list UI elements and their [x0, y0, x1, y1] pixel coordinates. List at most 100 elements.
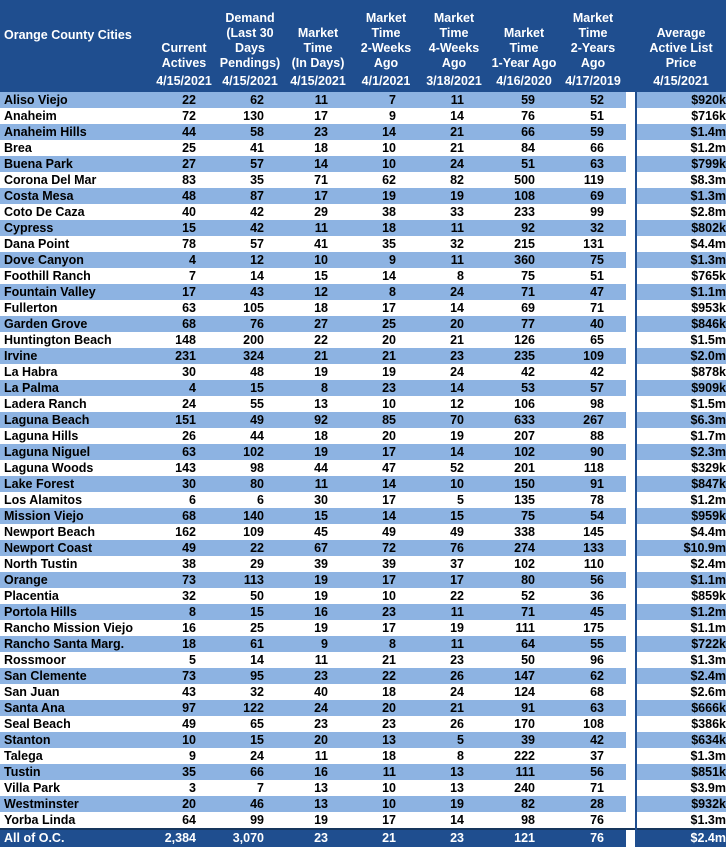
price-cell: $1.3m	[635, 188, 726, 204]
market-time-cell: 44	[284, 460, 352, 476]
price-cell: $920k	[635, 92, 726, 108]
actives-cell: 27	[152, 156, 216, 172]
four-weeks-cell: 20	[420, 316, 488, 332]
two-weeks-cell: 7	[352, 92, 420, 108]
two-years-cell: 52	[560, 92, 626, 108]
market-time-cell: 67	[284, 540, 352, 556]
city-cell: Stanton	[0, 732, 152, 748]
gap-cell	[626, 476, 636, 492]
actives-cell: 17	[152, 284, 216, 300]
actives-cell: 44	[152, 124, 216, 140]
table-row: Seal Beach 49 65 23 23 26 170 108 $386k	[0, 716, 726, 732]
four-weeks-cell: 14	[420, 300, 488, 316]
one-year-cell: 233	[488, 204, 560, 220]
two-years-cell: 62	[560, 668, 626, 684]
date-actives: 4/15/2021	[152, 71, 216, 92]
city-cell: Laguna Beach	[0, 412, 152, 428]
demand-cell: 61	[216, 636, 284, 652]
price-cell: $846k	[635, 316, 726, 332]
city-cell: Rancho Santa Marg.	[0, 636, 152, 652]
one-year-cell: 126	[488, 332, 560, 348]
market-time-cell: 30	[284, 492, 352, 508]
one-year-cell: 274	[488, 540, 560, 556]
four-weeks-cell: 19	[420, 620, 488, 636]
two-years-cell: 59	[560, 124, 626, 140]
table-row: San Juan 43 32 40 18 24 124 68 $2.6m	[0, 684, 726, 700]
two-years-cell: 65	[560, 332, 626, 348]
four-weeks-cell: 23	[420, 348, 488, 364]
actives-cell: 16	[152, 620, 216, 636]
four-weeks-cell: 24	[420, 156, 488, 172]
four-weeks-cell: 13	[420, 780, 488, 796]
actives-cell: 151	[152, 412, 216, 428]
table-row: Irvine 231 324 21 21 23 235 109 $2.0m	[0, 348, 726, 364]
actives-cell: 2,384	[152, 828, 216, 847]
column-header-row: Orange County Cities Current Actives Dema…	[0, 0, 726, 71]
gap-cell	[626, 540, 636, 556]
city-cell: Cypress	[0, 220, 152, 236]
four-weeks-cell: 21	[420, 140, 488, 156]
four-weeks-cell: 37	[420, 556, 488, 572]
table-row: Los Alamitos 6 6 30 17 5 135 78 $1.2m	[0, 492, 726, 508]
table-row: Corona Del Mar 83 35 71 62 82 500 119 $8.3m	[0, 172, 726, 188]
two-years-cell: 110	[560, 556, 626, 572]
market-time-cell: 19	[284, 444, 352, 460]
price-cell: $2.3m	[635, 444, 726, 460]
city-cell: San Clemente	[0, 668, 152, 684]
header-line: Average	[656, 26, 706, 40]
two-weeks-cell: 21	[352, 652, 420, 668]
city-cell: Seal Beach	[0, 716, 152, 732]
two-years-cell: 66	[560, 140, 626, 156]
city-cell: Garden Grove	[0, 316, 152, 332]
gap-cell	[626, 796, 636, 812]
actives-cell: 30	[152, 364, 216, 380]
two-weeks-cell: 23	[352, 380, 420, 396]
demand-cell: 57	[216, 156, 284, 172]
two-weeks-cell: 8	[352, 284, 420, 300]
city-cell: Newport Beach	[0, 524, 152, 540]
header-line: 1-Year Ago	[491, 56, 557, 70]
header-line: Market	[365, 11, 407, 25]
two-years-cell: 28	[560, 796, 626, 812]
gap-cell	[626, 332, 636, 348]
one-year-cell: 91	[488, 700, 560, 716]
two-weeks-cell: 19	[352, 364, 420, 380]
table-row: Orange 73 113 19 17 17 80 56 $1.1m	[0, 572, 726, 588]
actives-cell: 73	[152, 668, 216, 684]
one-year-cell: 111	[488, 764, 560, 780]
one-year-cell: 500	[488, 172, 560, 188]
date-market-time: 4/15/2021	[284, 71, 352, 92]
table-row: Dana Point 78 57 41 35 32 215 131 $4.4m	[0, 236, 726, 252]
date-header-city	[0, 71, 152, 92]
two-weeks-cell: 25	[352, 316, 420, 332]
market-time-cell: 17	[284, 188, 352, 204]
price-cell: $799k	[635, 156, 726, 172]
demand-cell: 48	[216, 364, 284, 380]
price-cell: $851k	[635, 764, 726, 780]
two-weeks-cell: 38	[352, 204, 420, 220]
gap-cell	[626, 812, 636, 829]
gap-cell	[626, 716, 636, 732]
price-cell: $1.2m	[635, 140, 726, 156]
price-cell: $1.2m	[635, 604, 726, 620]
gap-cell	[626, 236, 636, 252]
one-year-cell: 77	[488, 316, 560, 332]
col-header-two-weeks: Market Time 2-Weeks Ago	[352, 0, 420, 71]
table-row: Laguna Niguel 63 102 19 17 14 102 90 $2.3m	[0, 444, 726, 460]
four-weeks-cell: 24	[420, 684, 488, 700]
one-year-cell: 111	[488, 620, 560, 636]
one-year-cell: 71	[488, 604, 560, 620]
price-cell: $6.3m	[635, 412, 726, 428]
market-time-cell: 11	[284, 92, 352, 108]
demand-cell: 122	[216, 700, 284, 716]
col-header-demand: Demand (Last 30 Days Pendings)	[216, 0, 284, 71]
table-row: Rancho Mission Viejo 16 25 19 17 19 111 175 $1.1…	[0, 620, 726, 636]
two-weeks-cell: 20	[352, 700, 420, 716]
two-years-cell: 71	[560, 780, 626, 796]
city-cell: Irvine	[0, 348, 152, 364]
one-year-cell: 135	[488, 492, 560, 508]
gap-cell	[626, 124, 636, 140]
table-row: Dove Canyon 4 12 10 9 11 360 75 $1.3m	[0, 252, 726, 268]
price-cell: $1.5m	[635, 332, 726, 348]
header-line: Time	[439, 26, 469, 40]
